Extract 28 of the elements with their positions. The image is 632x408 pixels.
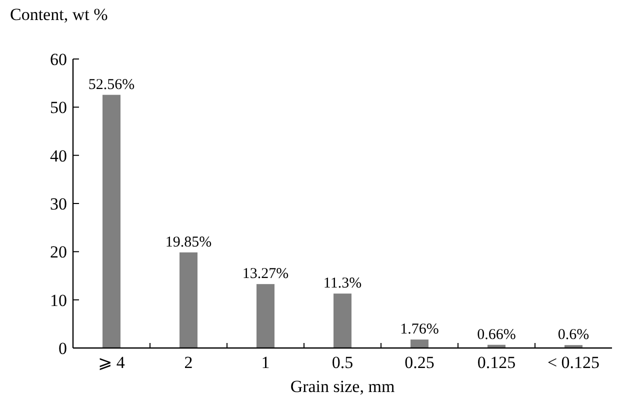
y-tick-label: 20	[50, 242, 67, 262]
x-tick-label: ⩾ 4	[98, 353, 126, 372]
data-label: 0.6%	[558, 327, 590, 344]
y-tick-label: 50	[50, 98, 67, 118]
data-label: 19.85%	[165, 234, 212, 250]
data-label: 0.66%	[477, 326, 516, 343]
x-axis-title: Grain size, mm	[290, 377, 395, 396]
bar	[334, 294, 352, 348]
bar	[410, 340, 428, 348]
x-tick-label: < 0.125	[547, 353, 600, 372]
bar	[180, 252, 198, 348]
data-label: 11.3%	[323, 276, 362, 292]
data-label: 52.56%	[88, 76, 135, 93]
y-tick-label: 10	[50, 290, 67, 310]
x-tick-label: 0.125	[477, 353, 516, 372]
bar	[256, 284, 274, 348]
y-tick-label: 60	[50, 50, 67, 69]
data-label: 1.76%	[400, 322, 439, 338]
y-tick-label: 30	[50, 194, 67, 214]
data-label: 13.27%	[242, 266, 289, 282]
bar	[102, 94, 120, 348]
y-tick-label: 40	[50, 146, 67, 166]
x-tick-label: 2	[184, 353, 193, 372]
y-axis-title: Content, wt %	[10, 5, 108, 24]
x-tick-label: 0.25	[404, 353, 434, 372]
x-tick-label: 1	[261, 353, 270, 372]
y-tick-label: 0	[58, 338, 67, 358]
x-tick-label: 0.5	[332, 353, 354, 372]
